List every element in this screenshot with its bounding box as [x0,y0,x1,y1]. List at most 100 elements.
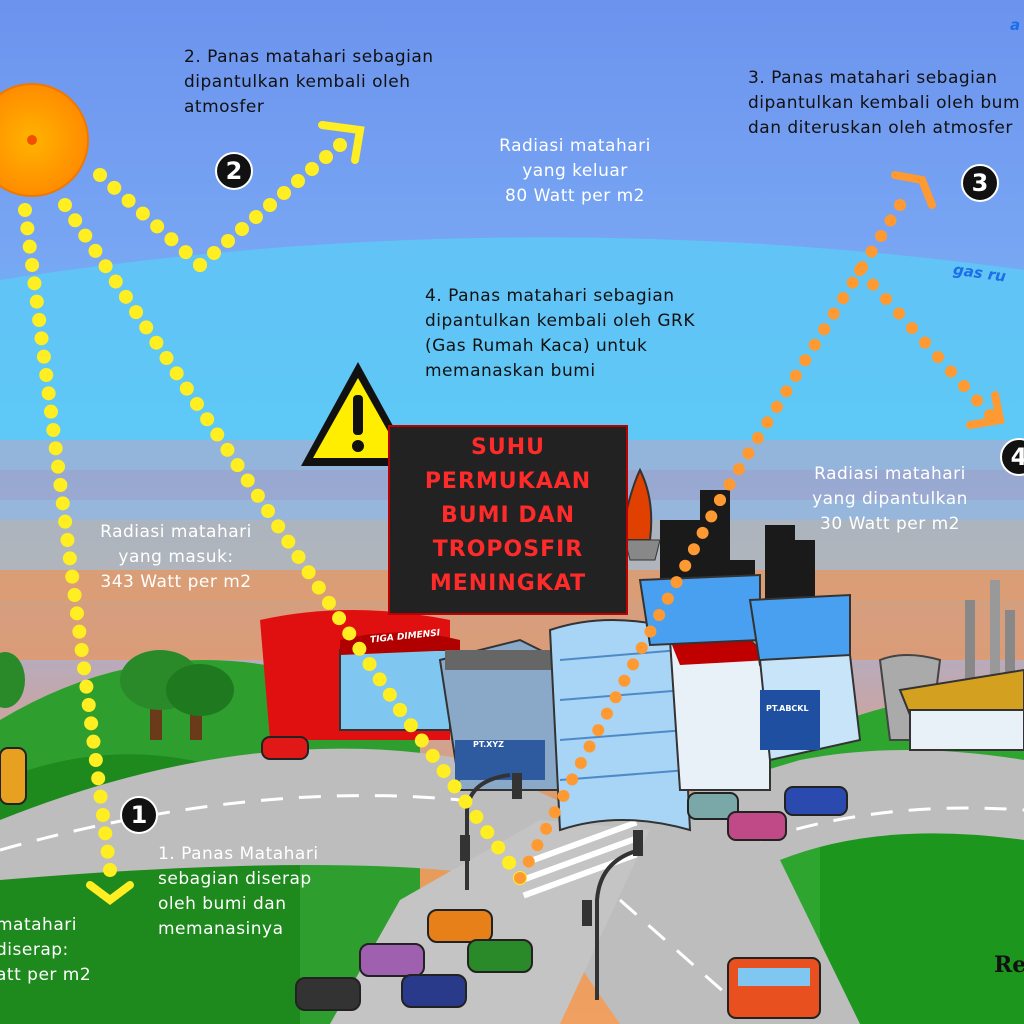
ray-dot [867,278,879,291]
ray-dot [906,322,918,334]
ray-dot [321,595,336,610]
ray-dot [67,588,82,602]
ray-dot [193,258,207,272]
ray-dot [100,844,115,859]
arrow-2-icon [318,121,365,164]
ray-dot [103,863,117,877]
building-pt-abc [758,653,862,762]
ray-dot [69,606,84,621]
ray-dot [271,519,286,534]
ray-dot [149,335,164,350]
ray-dot [81,698,96,712]
traffic-lights [460,773,643,1000]
ray-dot [250,488,265,503]
ray-dot [780,385,793,398]
ray-dot [627,658,640,671]
ray-dot [58,198,72,212]
ray-dot [68,213,83,228]
ray-dot [93,168,107,182]
badge-3: 3 [961,164,999,202]
ray-dot [540,822,553,835]
ray-dot [751,431,764,444]
ray-dot [618,674,631,687]
ray-dot [865,245,878,258]
ray-dot [121,193,136,208]
ray-dot [342,626,357,641]
corner-label: Re [994,952,1024,978]
badge-1: 1 [120,796,158,834]
ray-dot [46,423,61,437]
ray-dot [818,323,831,336]
top-right-label: a [1010,16,1021,34]
ray-dot [77,661,92,676]
ray-dot [32,313,47,327]
ray-dot [207,246,221,260]
ray-dot [84,716,99,731]
ray-dot [72,624,87,639]
ray-dot [705,510,718,523]
ray-dot [480,825,495,840]
ray-dot [74,643,89,657]
ray-dot [118,289,133,304]
ray-dot [808,338,821,351]
ray-dot [425,748,440,763]
ray-dot [48,441,63,456]
ray-dot [91,771,106,786]
ray-dot [548,806,561,819]
ray-dot [95,808,110,822]
ray-dot [263,198,277,212]
ray-dot [79,679,94,694]
ray-dot [894,199,906,211]
ray-dot [514,872,526,884]
ray-dot [129,305,144,320]
warning-icon [301,362,415,466]
ray-dot [687,543,700,556]
ray-dot [86,734,101,749]
ray-dot [679,559,692,572]
ray-dot [51,459,66,474]
warning-box: SUHU PERMUKAAN BUMI DAN TROPOSFIR MENING… [388,425,628,615]
ray-dot [723,478,736,491]
radiasi-keluar-label: Radiasi matahari yang keluar 80 Watt per… [499,136,651,206]
ray-dot [210,427,225,442]
ray-dot [39,368,54,382]
ray-dot [319,150,333,164]
ray-dot [55,496,70,511]
building-pt-xyz [438,638,561,791]
ray-dot [200,412,215,427]
ray-dot [22,239,37,254]
building-label-ptxyz: PT.XYZ [473,740,504,749]
ray-dot [696,526,709,539]
ray-dot [414,733,429,748]
ray-dot [491,840,506,855]
sun-icon [0,83,89,197]
step4-label: 4. Panas matahari sebagian dipantulkan k… [425,286,696,381]
ray-dot [884,214,897,227]
ray-dot [574,756,587,769]
trees-icon [0,650,234,740]
ray-dot [249,210,263,224]
ray-dot [469,809,484,824]
ray-dot [25,258,40,272]
ray-dot [98,826,113,841]
ray-dot [799,354,812,367]
ray-dot [761,416,774,429]
ray-dot [945,365,957,378]
ray-dot [714,494,726,506]
ray-dot [98,259,113,274]
ray-dot [875,230,888,243]
ray-dot [837,292,850,305]
ray-dot [235,222,249,236]
ray-dot [362,657,377,672]
ray-dot [78,228,93,243]
arrow-4-icon [966,391,1005,429]
ray-dot [150,219,165,234]
ray-dot [34,331,49,346]
ray-dot [609,691,622,704]
ray-dot [557,789,570,802]
incoming-rays [18,138,527,885]
ray-dot [27,276,42,291]
ray-dot [20,221,35,236]
ray-dot [291,174,305,188]
step1-label: 1. Panas Matahari sebagian diserap oleh … [158,844,319,939]
